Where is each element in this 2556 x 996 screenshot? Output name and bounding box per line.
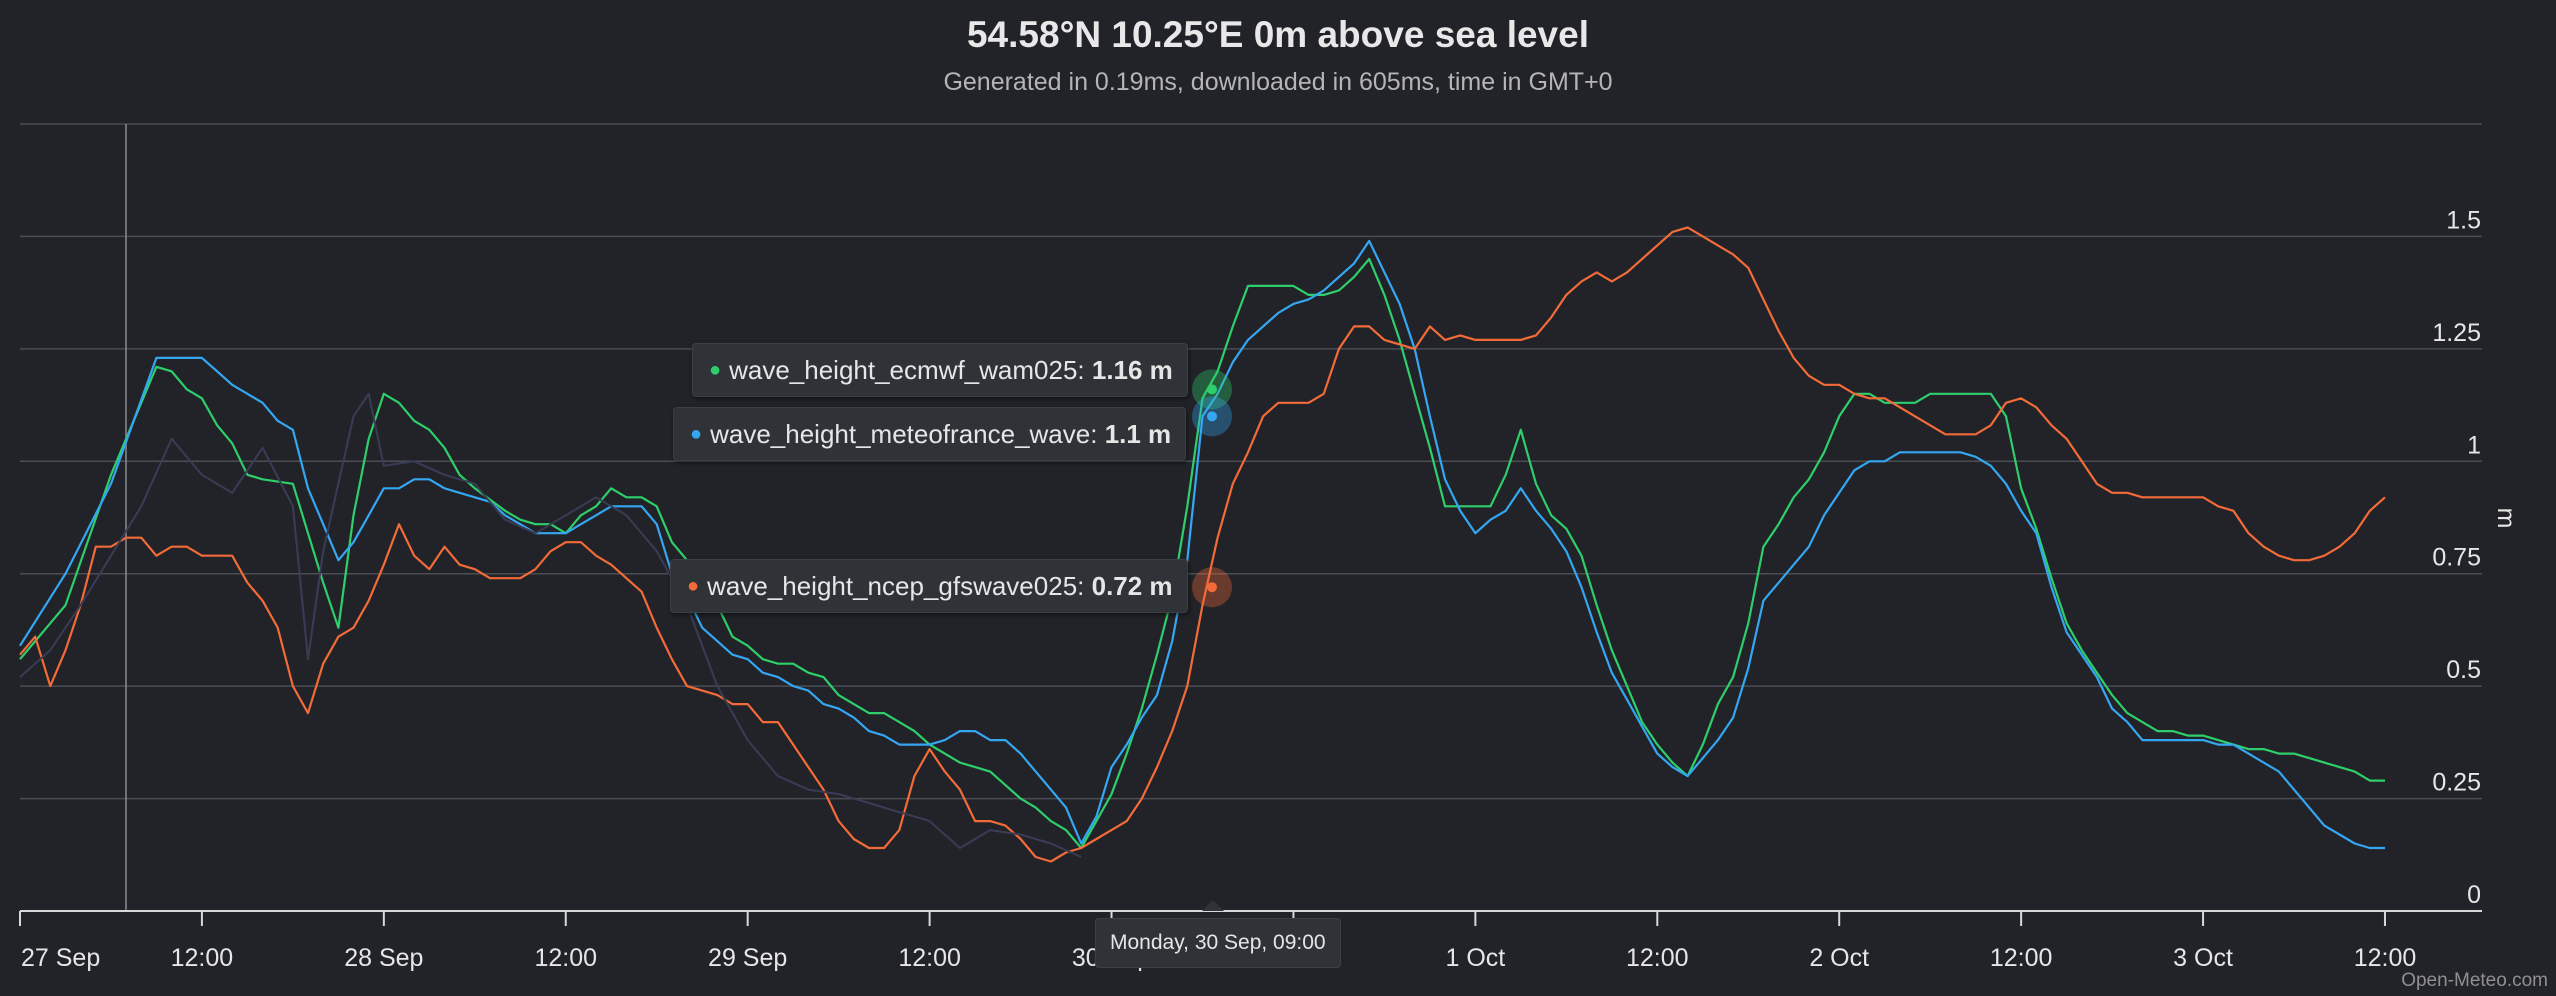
- y-tick-label: 0: [2467, 881, 2481, 909]
- tooltip-ncep-value: 0.72 m: [1091, 571, 1173, 601]
- x-tick-label: 27 Sep: [21, 944, 100, 972]
- series-line-wave_height_ecmwf_wam025[interactable]: [19, 257, 2385, 850]
- tooltip-meteofrance-value: 1.1 m: [1104, 419, 1172, 449]
- ncep-dot-icon: ●: [687, 575, 700, 597]
- x-tick-label: 28 Sep: [344, 944, 423, 972]
- x-tick-label: 1 Oct: [1445, 944, 1505, 972]
- x-tick-label: 12:00: [1626, 944, 1689, 972]
- x-tooltip: Monday, 30 Sep, 09:00: [1095, 918, 1341, 968]
- meteofrance-dot-icon: ●: [690, 423, 703, 445]
- x-tick-label: 12:00: [2354, 944, 2417, 972]
- credit-label[interactable]: Open-Meteo.com: [2401, 970, 2548, 991]
- tooltip-ecmwf-value: 1.16 m: [1091, 355, 1173, 385]
- y-tick-label: 1: [2467, 431, 2481, 459]
- series-line-wave_height_ncep_gfswave025[interactable]: [19, 226, 2386, 863]
- axes: 0 0.25 0.5 0.75 1 1.25 1.5 m 27 Sep 12:00 28 Sep 12…: [19, 206, 2520, 972]
- hover-point: [1207, 411, 1217, 422]
- ecmwf-dot-icon: ●: [709, 359, 722, 381]
- hover-point: [1207, 582, 1217, 593]
- y-axis-label: m: [2492, 508, 2520, 529]
- y-tick-label: 1.5: [2446, 206, 2481, 234]
- hover-markers: [1192, 369, 1232, 608]
- hover-point: [1207, 384, 1217, 395]
- chart-title: 54.58°N 10.25°E 0m above sea level: [966, 14, 1589, 55]
- y-tick-label: 0.75: [2432, 544, 2481, 572]
- tooltip-meteofrance: ● wave_height_meteofrance_wave: 1.1 m: [673, 407, 1187, 461]
- x-tick-label: 12:00: [898, 944, 961, 972]
- x-tick-label: 29 Sep: [708, 944, 787, 972]
- x-tooltip-arrow: [1202, 900, 1224, 911]
- tooltip-meteofrance-name: wave_height_meteofrance_wave: [710, 419, 1091, 449]
- series-line-wave_height_meteofrance_wave[interactable]: [19, 239, 2385, 850]
- x-tick-label: 12:00: [171, 944, 234, 972]
- x-tick-label: 3 Oct: [2173, 944, 2233, 972]
- x-tick-label: 2 Oct: [1809, 944, 1869, 972]
- x-tick-label: 12:00: [534, 944, 597, 972]
- y-tick-label: 0.5: [2446, 656, 2481, 684]
- tooltip-ncep: ● wave_height_ncep_gfswave025: 0.72 m: [670, 559, 1188, 613]
- y-tick-label: 1.25: [2432, 319, 2481, 347]
- grid-lines: [20, 123, 2482, 911]
- chart-subtitle: Generated in 0.19ms, downloaded in 605ms…: [943, 68, 1613, 96]
- tooltip-ncep-name: wave_height_ncep_gfswave025: [707, 571, 1078, 601]
- y-tick-label: 0.25: [2432, 769, 2481, 797]
- tooltip-ecmwf: ● wave_height_ecmwf_wam025: 1.16 m: [692, 343, 1188, 397]
- series-lines[interactable]: [19, 226, 2386, 863]
- series-line-faint[interactable]: [19, 392, 1082, 858]
- tooltip-ecmwf-name: wave_height_ecmwf_wam025: [729, 355, 1078, 385]
- x-tick-label: 12:00: [1990, 944, 2053, 972]
